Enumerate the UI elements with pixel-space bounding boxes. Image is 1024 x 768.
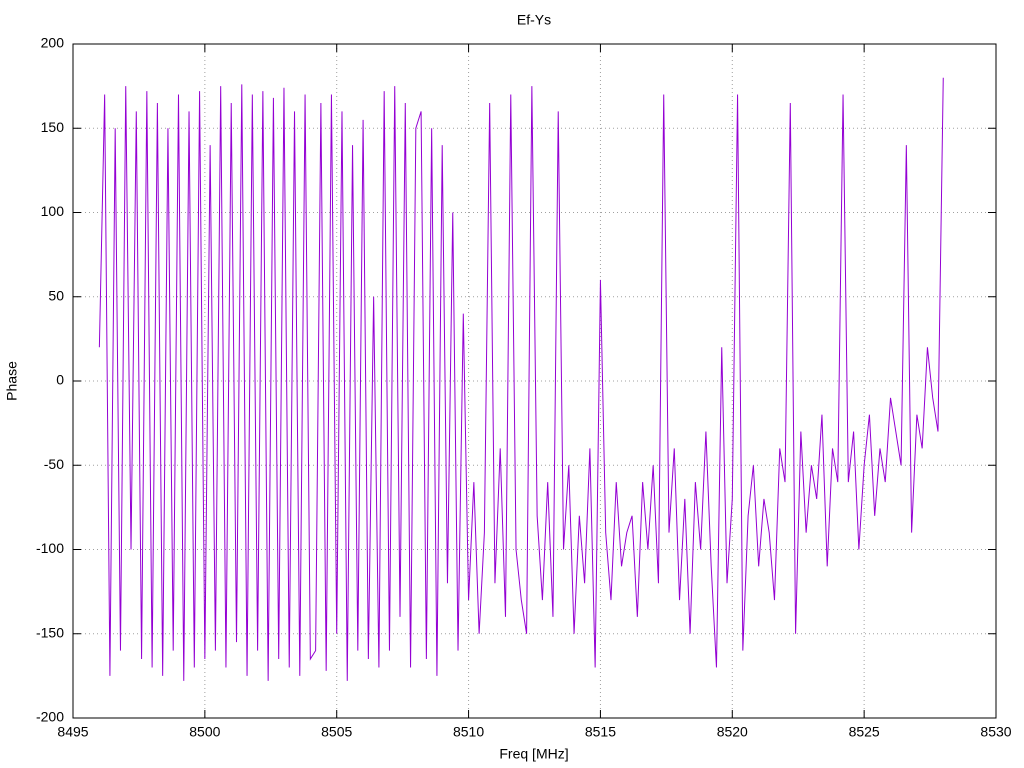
x-tick-label: 8530 [980, 724, 1011, 740]
y-tick-label: 0 [56, 372, 64, 388]
y-tick-label: 200 [41, 35, 65, 51]
y-tick-label: -200 [36, 709, 64, 725]
y-tick-label: -100 [36, 540, 64, 556]
y-tick-label: -50 [44, 456, 64, 472]
x-tick-label: 8515 [585, 724, 616, 740]
x-tick-label: 8520 [717, 724, 748, 740]
y-axis-label: Phase [4, 361, 20, 401]
x-tick-label: 8525 [849, 724, 880, 740]
x-tick-label: 8495 [57, 724, 88, 740]
data-line [98, 77, 944, 681]
y-tick-label: -150 [36, 624, 64, 640]
y-tick-label: 150 [41, 119, 65, 135]
chart-title: Ef-Ys [517, 12, 551, 28]
y-tick-label: 100 [41, 203, 65, 219]
x-axis-label: Freq [MHz] [499, 746, 568, 762]
x-tick-label: 8510 [453, 724, 484, 740]
x-tick-label: 8505 [321, 724, 352, 740]
plot-frame [72, 43, 997, 719]
x-tick-label: 8500 [189, 724, 220, 740]
y-tick-label: 50 [48, 287, 64, 303]
